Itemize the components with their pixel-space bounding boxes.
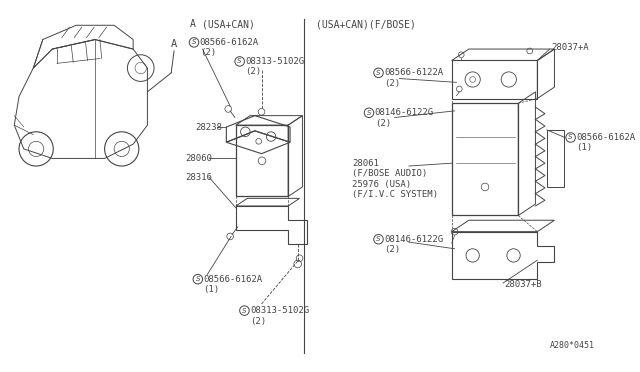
Text: A: A [171, 39, 177, 49]
Text: 28061: 28061 [352, 159, 379, 168]
Bar [452, 61, 538, 99]
Text: 28037+A: 28037+A [552, 43, 589, 52]
Text: 28037+B: 28037+B [504, 280, 541, 289]
Text: A280*0451: A280*0451 [549, 341, 595, 350]
Text: S: S [568, 135, 573, 141]
Text: (F/I.V.C SYSTEM): (F/I.V.C SYSTEM) [352, 190, 438, 199]
Text: (F/BOSE AUDIO): (F/BOSE AUDIO) [352, 169, 427, 178]
Text: S: S [196, 276, 200, 282]
Text: 28238: 28238 [195, 122, 222, 132]
Text: 08146-6122G: 08146-6122G [374, 108, 434, 117]
Bar [452, 103, 518, 215]
Text: 08566-6122A: 08566-6122A [384, 68, 444, 77]
Text: S: S [376, 236, 381, 242]
Text: 25976 (USA): 25976 (USA) [352, 180, 411, 189]
Text: (2): (2) [250, 317, 266, 326]
Text: S: S [242, 308, 246, 314]
Text: (2): (2) [374, 119, 391, 128]
Text: A: A [190, 19, 196, 29]
Text: 08313-5102G: 08313-5102G [250, 306, 309, 315]
Text: 28316: 28316 [186, 173, 212, 182]
Text: (1): (1) [204, 285, 220, 294]
Text: 08146-6122G: 08146-6122G [384, 235, 444, 244]
Text: S: S [376, 70, 381, 76]
Text: 08313-5102G: 08313-5102G [245, 57, 305, 66]
Text: 08566-6162A: 08566-6162A [577, 133, 636, 142]
Text: 08566-6162A: 08566-6162A [200, 38, 259, 47]
Bar [236, 125, 288, 196]
Text: (2): (2) [200, 48, 216, 57]
Text: S: S [367, 110, 371, 116]
Text: S: S [237, 58, 242, 64]
Text: (1): (1) [577, 144, 593, 153]
Text: (2): (2) [384, 245, 401, 254]
Text: 08566-6162A: 08566-6162A [204, 275, 262, 284]
Text: (USA+CAN): (USA+CAN) [202, 19, 255, 29]
Text: (2): (2) [384, 79, 401, 88]
Text: S: S [192, 39, 196, 45]
Text: (2): (2) [245, 67, 262, 76]
Text: (USA+CAN)(F/BOSE): (USA+CAN)(F/BOSE) [316, 19, 415, 29]
Text: 28060: 28060 [186, 154, 212, 163]
